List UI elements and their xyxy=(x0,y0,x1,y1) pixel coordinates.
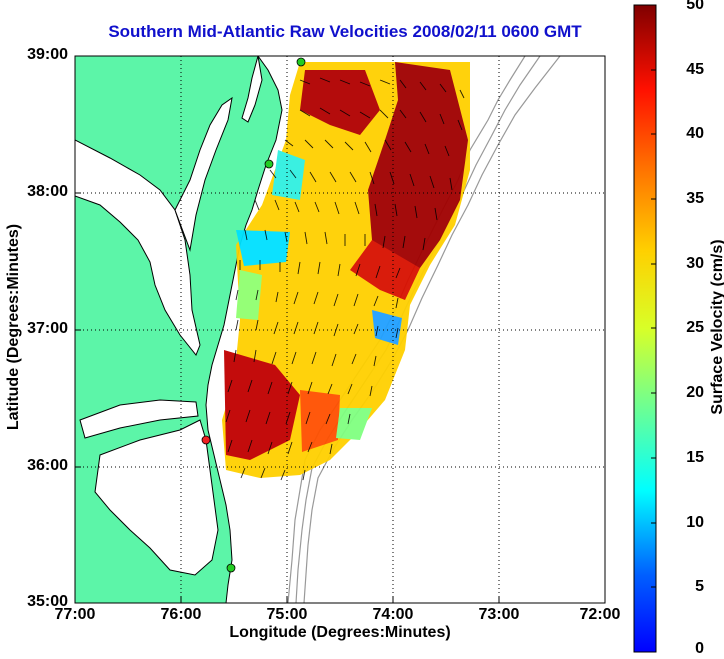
x-tick-label: 75:00 xyxy=(266,606,308,623)
grid-lines xyxy=(75,56,605,603)
delaware-bay xyxy=(241,56,263,123)
x-axis-label: Longitude (Degrees:Minutes) xyxy=(229,624,451,641)
chesapeake-upper xyxy=(174,96,233,252)
station-marker xyxy=(226,563,236,573)
y-tick-label: 36:00 xyxy=(27,457,68,474)
chart-title: Southern Mid-Atlantic Raw Velocities 200… xyxy=(108,22,582,41)
x-tick-label: 77:00 xyxy=(54,606,96,623)
colorbar-tick-label: 0 xyxy=(695,640,704,657)
y-tick-label: 35:00 xyxy=(27,593,68,610)
pamlico-sound xyxy=(94,419,219,576)
y-tick-label: 37:00 xyxy=(27,320,68,337)
velocity-field xyxy=(222,62,470,478)
y-tick-label: 39:00 xyxy=(27,46,68,63)
colorbar-tick-label: 15 xyxy=(686,449,704,466)
colorbar-tick-label: 10 xyxy=(686,514,704,531)
colorbar-tick-label: 40 xyxy=(686,125,704,142)
velocity-vectors xyxy=(225,77,465,481)
colorbar-tick-label: 35 xyxy=(686,190,704,207)
chesapeake-bay xyxy=(75,139,201,356)
albemarle-sound xyxy=(79,399,199,439)
x-tick-label: 73:00 xyxy=(478,606,520,623)
colorbar-ticks xyxy=(651,4,656,653)
colorbar-tick-label: 20 xyxy=(686,384,704,401)
x-tick-label: 74:00 xyxy=(372,606,414,623)
y-tick-label: 38:00 xyxy=(27,183,68,200)
colorbar-label: Surface Velocity (cm/s) xyxy=(709,239,724,415)
colorbar-tick-label: 25 xyxy=(686,319,704,336)
colorbar-tick-label: 50 xyxy=(686,0,704,13)
station-marker xyxy=(201,435,211,445)
station-marker xyxy=(264,159,274,169)
colorbar-tick-label: 30 xyxy=(686,255,704,272)
x-tick-label: 76:00 xyxy=(160,606,202,623)
y-axis-label: Latitude (Degrees:Minutes) xyxy=(5,223,22,431)
station-marker xyxy=(296,57,306,67)
axis-ticks xyxy=(74,55,606,604)
colorbar-tick-label: 5 xyxy=(695,578,704,595)
x-tick-label: 72:00 xyxy=(579,606,621,623)
colorbar-tick-label: 45 xyxy=(686,61,704,78)
